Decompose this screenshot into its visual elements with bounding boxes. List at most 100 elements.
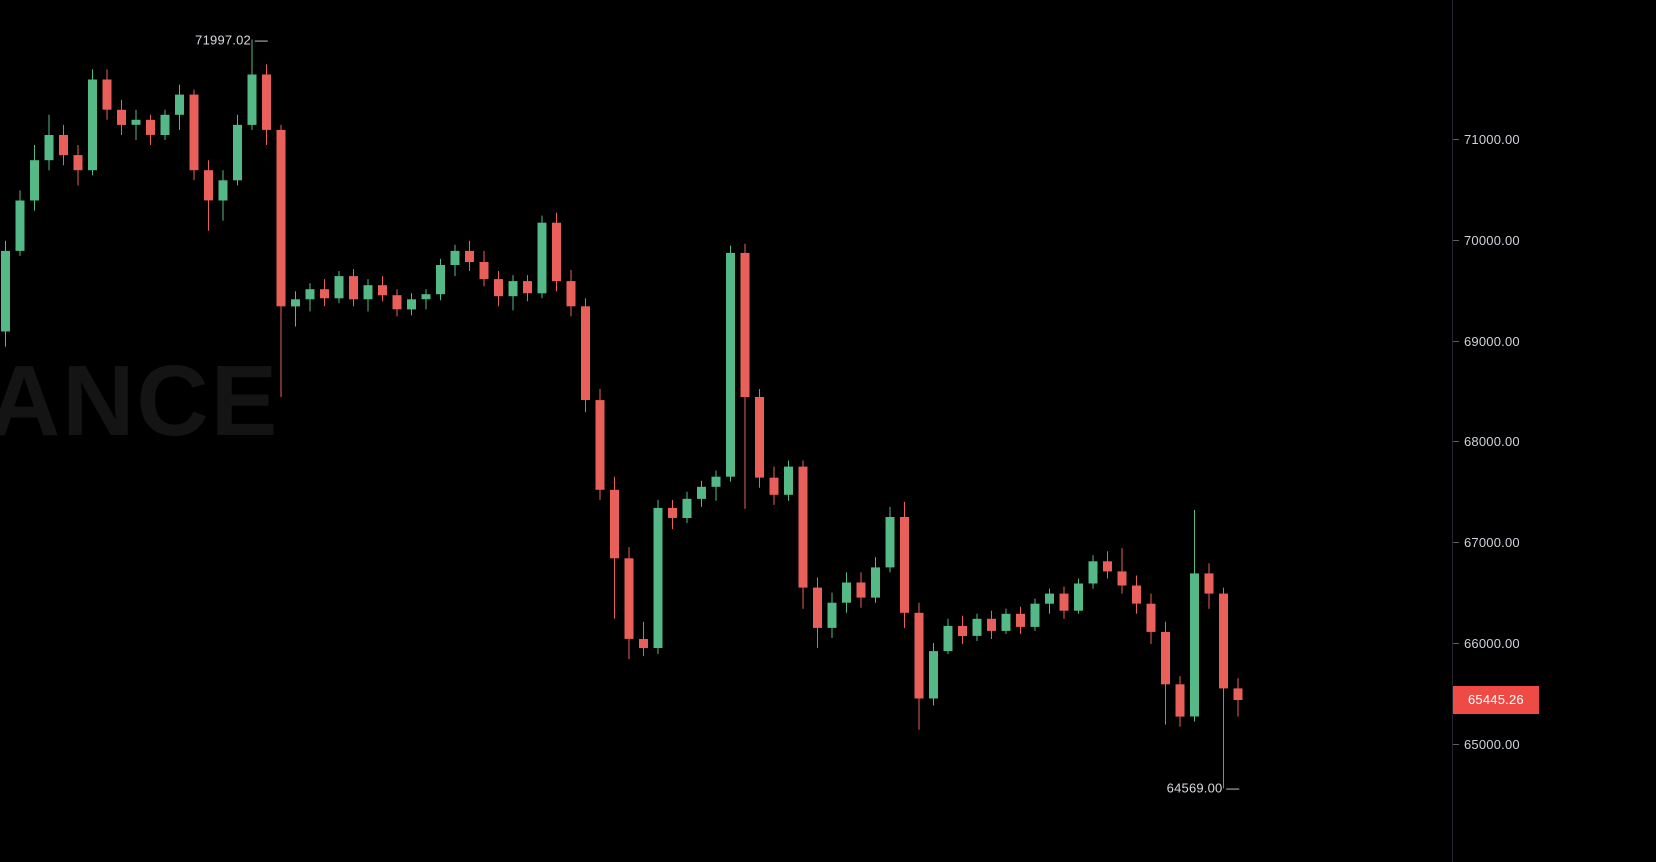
candle-body bbox=[262, 74, 271, 130]
candle-body bbox=[914, 612, 924, 699]
axis-tick-label: 70000.00 bbox=[1453, 233, 1520, 248]
candle-body bbox=[1233, 688, 1243, 700]
candle-body bbox=[784, 466, 793, 495]
last-price-badge: 65445.26 bbox=[1453, 685, 1539, 714]
candle-body bbox=[233, 124, 242, 181]
candle-body bbox=[668, 507, 677, 518]
candle-body bbox=[1088, 561, 1098, 584]
candle-body bbox=[204, 170, 213, 201]
axis-tick-mark bbox=[1453, 441, 1459, 443]
candle-body bbox=[1103, 561, 1112, 572]
candlestick-canvas[interactable] bbox=[0, 0, 1452, 862]
candle-body bbox=[958, 625, 967, 636]
candle-body bbox=[1190, 573, 1199, 717]
axis-tick-mark bbox=[1453, 139, 1459, 140]
axis-tick-text: 67000.00 bbox=[1464, 535, 1520, 551]
candle-body bbox=[523, 281, 532, 294]
candle-body bbox=[1059, 593, 1069, 611]
axis-tick-mark bbox=[1453, 743, 1459, 745]
candle-body bbox=[900, 517, 909, 613]
candle-body bbox=[421, 294, 431, 300]
axis-tick-text: 69000.00 bbox=[1464, 333, 1520, 349]
candle-body bbox=[88, 79, 97, 171]
candle-body bbox=[146, 119, 155, 135]
price-axis[interactable]: 65445.26 71000.00 70000.00 69000.00 68000.0… bbox=[1452, 0, 1656, 862]
candle-body bbox=[929, 651, 938, 699]
candle-body bbox=[581, 306, 590, 400]
low-price-label: 64569.00 — bbox=[1166, 780, 1240, 796]
candle-body bbox=[813, 587, 822, 628]
candle-body bbox=[798, 466, 808, 588]
axis-tick-mark bbox=[1453, 340, 1459, 342]
axis-tick-text: 66000.00 bbox=[1464, 636, 1520, 651]
candle-body bbox=[1204, 573, 1214, 594]
candle-body bbox=[378, 285, 387, 296]
high-price-label: 71997.02 — bbox=[195, 32, 268, 47]
candle-body bbox=[885, 517, 895, 568]
candle-body bbox=[131, 119, 141, 125]
candle-body bbox=[276, 129, 286, 307]
candle-body bbox=[73, 155, 83, 171]
chart-surface[interactable]: ANCE 71997.02 — 64569.00 — bbox=[0, 0, 1452, 862]
candle-body bbox=[1132, 585, 1141, 604]
candle-body bbox=[552, 222, 561, 282]
candle-body bbox=[1219, 593, 1228, 689]
candle-body bbox=[566, 281, 576, 307]
axis-tick-label: 68000.00 bbox=[1453, 434, 1520, 449]
candle-body bbox=[610, 489, 619, 559]
axis-tick-mark bbox=[1453, 643, 1459, 644]
candle-body bbox=[726, 252, 735, 477]
axis-tick-label: 65000.00 bbox=[1453, 737, 1520, 752]
candle-body bbox=[1146, 603, 1156, 632]
candle-body bbox=[1074, 583, 1083, 611]
candle-body bbox=[1175, 684, 1185, 717]
axis-tick-label: 71000.00 bbox=[1453, 132, 1520, 147]
axis-tick-text: 71000.00 bbox=[1464, 132, 1520, 147]
candle-body bbox=[479, 262, 489, 280]
candle-body bbox=[320, 289, 329, 299]
candle-body bbox=[349, 276, 358, 300]
axis-tick-label: 67000.00 bbox=[1453, 535, 1520, 550]
candle-body bbox=[740, 252, 750, 397]
candle-body bbox=[682, 498, 692, 518]
candle-body bbox=[59, 135, 68, 156]
candle-body bbox=[595, 400, 605, 490]
candle-body bbox=[827, 602, 837, 628]
axis-tick-text: 65000.00 bbox=[1464, 736, 1520, 752]
candle-body bbox=[334, 276, 344, 299]
candle-body bbox=[305, 289, 315, 300]
candle-body bbox=[842, 582, 851, 603]
candle-body bbox=[363, 285, 373, 300]
candle-body bbox=[465, 250, 474, 262]
axis-tick-label: 66000.00 bbox=[1453, 636, 1520, 651]
candle-body bbox=[1161, 631, 1170, 685]
candle-body bbox=[189, 94, 199, 171]
axis-tick-mark bbox=[1453, 239, 1459, 241]
candle-body bbox=[494, 279, 503, 297]
candle-body bbox=[1001, 613, 1011, 631]
candle-body bbox=[972, 618, 982, 636]
candle-body bbox=[508, 281, 518, 297]
candle-body bbox=[407, 299, 416, 310]
candle-body bbox=[102, 79, 112, 110]
axis-tick-text: 68000.00 bbox=[1464, 434, 1520, 450]
candle-body bbox=[755, 397, 764, 478]
candle-body bbox=[639, 639, 648, 649]
candle-body bbox=[1030, 603, 1040, 627]
candle-body bbox=[697, 486, 706, 499]
candle-body bbox=[987, 618, 996, 631]
candle-body bbox=[175, 94, 184, 115]
candle-body bbox=[30, 160, 39, 201]
candle-body bbox=[871, 567, 880, 598]
candle-body bbox=[769, 477, 779, 495]
candle-body bbox=[711, 476, 721, 487]
candle-body bbox=[943, 625, 953, 652]
candle-body bbox=[856, 582, 866, 598]
candle-body bbox=[117, 109, 126, 125]
candle-body bbox=[160, 114, 170, 135]
candle-body bbox=[1117, 571, 1127, 586]
candle-body bbox=[653, 507, 663, 648]
axis-tick-mark bbox=[1453, 542, 1459, 544]
candle-body bbox=[44, 135, 54, 161]
